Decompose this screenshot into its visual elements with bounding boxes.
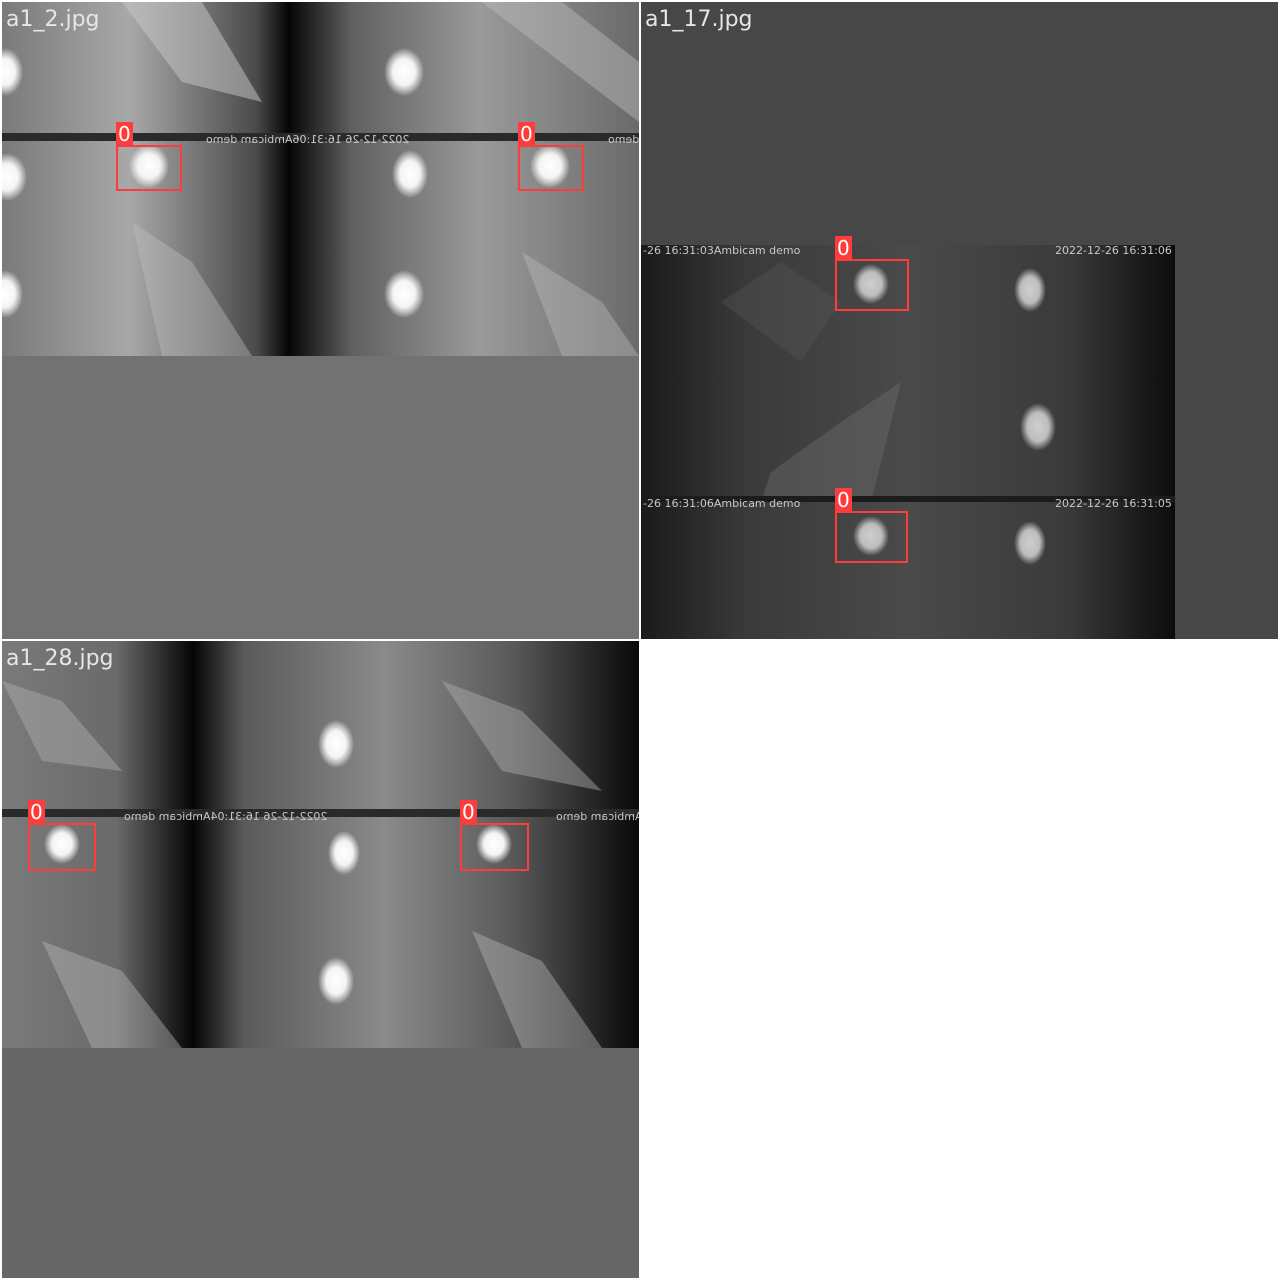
- hotspot: [318, 957, 354, 1005]
- camera-label-overlay: Ambicam demo: [556, 810, 639, 823]
- empty-mosaic-slot: [641, 641, 1278, 1278]
- frame-seam: [641, 496, 1175, 502]
- image-filename: a1_28.jpg: [6, 646, 114, 671]
- camera-label-overlay: demo: [608, 133, 639, 146]
- timestamp-overlay: 2022-12-26 16:31:06: [1055, 244, 1172, 257]
- hotspot: [2, 270, 23, 318]
- frame-seam: [2, 809, 639, 817]
- thermal-image: [2, 2, 639, 639]
- image-filename: a1_17.jpg: [645, 7, 753, 32]
- hotspot: [1014, 268, 1046, 312]
- detection-box: [518, 145, 584, 191]
- detection-box: [460, 823, 529, 871]
- detection-box: [835, 511, 908, 563]
- timestamp-overlay: 2022-12-26 16:31:05: [1055, 497, 1172, 510]
- frame-seam: [2, 133, 639, 141]
- hotspot: [318, 720, 354, 768]
- mosaic-tile-a1-28: 2022-12-26 16:31:04Ambicam demo Ambicam …: [2, 641, 639, 1278]
- hotspot: [853, 264, 889, 304]
- detection-label: 0: [460, 800, 477, 824]
- hotspot: [2, 153, 27, 201]
- hotspot: [328, 831, 360, 875]
- detection-label: 0: [518, 122, 535, 146]
- detection-label: 0: [835, 488, 852, 512]
- camera-label-overlay: -26 16:31:06Ambicam demo: [643, 497, 801, 510]
- camera-label-overlay: -26 16:31:03Ambicam demo: [643, 244, 801, 257]
- hotspot: [44, 824, 80, 864]
- detection-label: 0: [28, 800, 45, 824]
- timestamp-overlay: 2022-12-26 16:31:06Ambicam demo: [206, 133, 410, 146]
- mosaic-tile-a1-17: -26 16:31:03Ambicam demo 2022-12-26 16:3…: [641, 2, 1278, 639]
- hotspot: [1020, 403, 1056, 451]
- hotspot: [530, 144, 570, 188]
- hotspot: [384, 270, 424, 318]
- thermal-image: [641, 2, 1278, 639]
- mosaic-tile-a1-2: 2022-12-26 16:31:06Ambicam demo demo 0 0…: [2, 2, 639, 639]
- hotspot: [2, 48, 23, 96]
- detection-label: 0: [835, 236, 852, 260]
- detection-label: 0: [116, 122, 133, 146]
- detection-box: [28, 823, 96, 871]
- thermal-image: [2, 641, 639, 1278]
- hotspot: [853, 516, 889, 556]
- hotspot: [1014, 521, 1046, 565]
- thermal-strip: [2, 2, 639, 356]
- hotspot: [392, 150, 428, 198]
- hotspot: [476, 824, 512, 864]
- detection-box: [835, 259, 909, 311]
- image-filename: a1_2.jpg: [6, 7, 100, 32]
- hotspot: [384, 48, 424, 96]
- detection-box: [116, 145, 182, 191]
- timestamp-overlay: 2022-12-26 16:31:04Ambicam demo: [124, 810, 328, 823]
- hotspot: [129, 144, 169, 188]
